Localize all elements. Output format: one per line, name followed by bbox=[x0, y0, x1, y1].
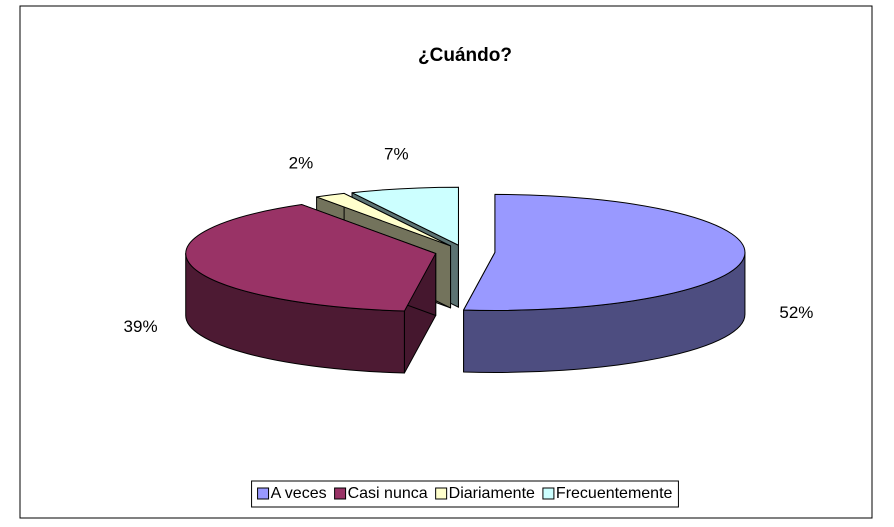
legend-swatch bbox=[435, 487, 448, 500]
legend-box bbox=[251, 480, 679, 508]
legend-swatch bbox=[257, 487, 270, 500]
legend-label: Diariamente bbox=[449, 485, 535, 502]
legend-label: Frecuentemente bbox=[556, 485, 673, 502]
pie-slice bbox=[463, 193, 746, 373]
data-label: 52% bbox=[779, 303, 813, 322]
legend-label: A veces bbox=[271, 485, 327, 502]
chart-title: ¿Cuándo? bbox=[418, 45, 512, 66]
slice-top bbox=[351, 186, 459, 246]
legend-label: Casi nunca bbox=[348, 485, 428, 502]
data-label: 2% bbox=[289, 154, 314, 173]
pie-slice bbox=[185, 204, 437, 374]
data-label: 39% bbox=[124, 317, 158, 336]
legend-swatch bbox=[334, 487, 347, 500]
legend: A veces Casi nunca Diariamente Frecuentemen… bbox=[251, 480, 679, 508]
slice-top bbox=[316, 192, 452, 247]
slice-top bbox=[463, 193, 746, 311]
slice-top bbox=[185, 204, 437, 312]
data-label: 7% bbox=[384, 145, 409, 164]
legend-swatch bbox=[542, 487, 555, 500]
